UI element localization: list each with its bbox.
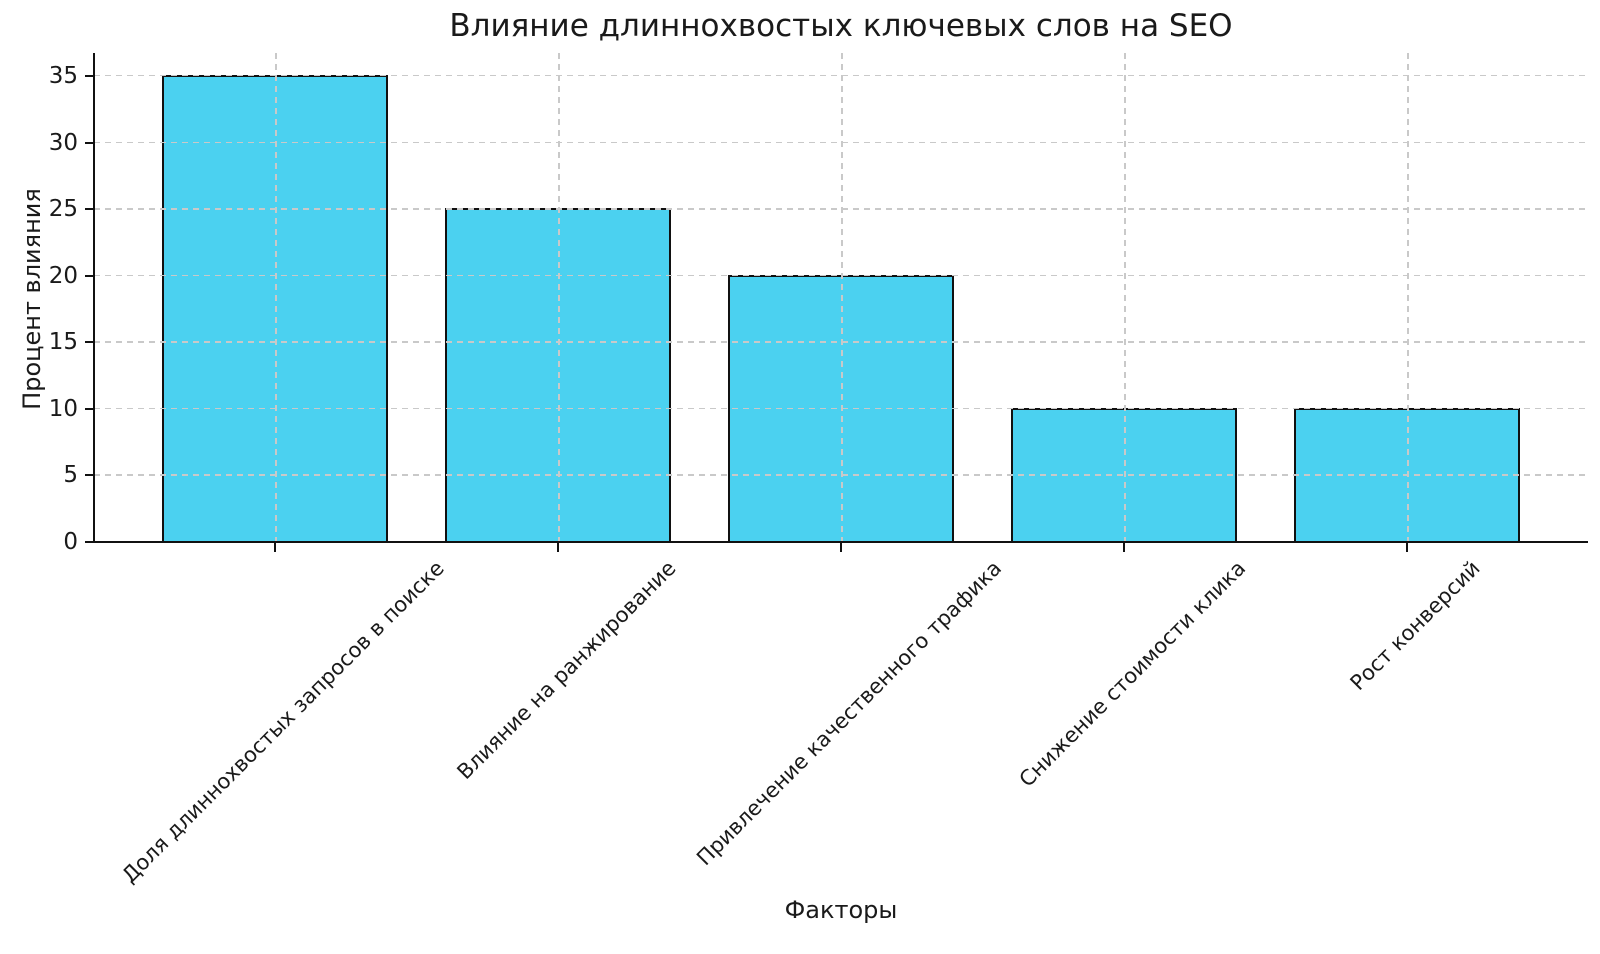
- y-tick-label: 30: [48, 129, 78, 156]
- gridline-vertical: [841, 53, 843, 541]
- x-tick-mark: [274, 543, 276, 552]
- y-tick-mark: [85, 474, 94, 477]
- y-tick-label: 10: [48, 395, 78, 422]
- gridline-vertical: [275, 53, 277, 541]
- x-tick-label-1: Доля длиннохвостых запросов в поиске: [117, 556, 450, 888]
- x-axis-line: [93, 541, 1588, 543]
- y-tick-mark: [85, 208, 94, 211]
- gridline-vertical: [558, 53, 560, 541]
- gridline-vertical: [1407, 53, 1409, 541]
- x-tick-label-2: Влияние на ранжирование: [452, 556, 681, 785]
- x-tick-label-3: Привлечение качественного трафика: [692, 556, 1007, 871]
- y-tick-mark: [85, 407, 94, 410]
- y-axis-line: [93, 53, 95, 543]
- y-tick-mark: [85, 74, 94, 77]
- x-tick-label-5: Рост конверсий: [1345, 556, 1485, 696]
- y-tick-mark: [85, 341, 94, 344]
- y-tick-label: 35: [48, 62, 78, 89]
- y-tick-mark: [85, 541, 94, 543]
- x-tick-mark: [1406, 543, 1408, 552]
- y-tick-label: 0: [63, 529, 78, 555]
- y-tick-mark: [85, 274, 94, 277]
- x-tick-mark: [1123, 543, 1125, 552]
- gridline-vertical: [1124, 53, 1126, 541]
- y-tick-label: 25: [48, 196, 78, 223]
- x-axis-label: Факторы: [784, 896, 898, 924]
- y-tick-label: 20: [48, 262, 78, 289]
- y-tick-mark: [85, 141, 94, 144]
- y-tick-label: 15: [48, 329, 78, 356]
- chart-title: Влияние длиннохвостых ключевых слов на S…: [449, 8, 1233, 44]
- x-tick-label-4: Снижение стоимости клика: [1014, 556, 1251, 792]
- x-tick-mark: [557, 543, 559, 552]
- x-tick-mark: [840, 543, 842, 552]
- y-tick-label: 5: [63, 462, 78, 489]
